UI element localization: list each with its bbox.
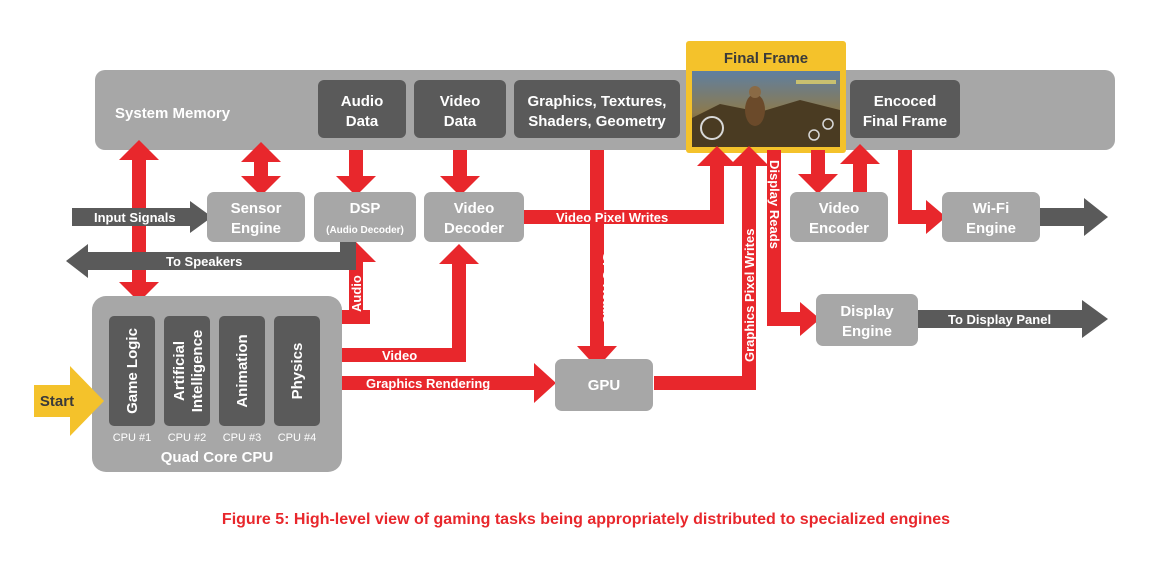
svg-text:Display: Display [840,303,894,320]
cpu-core-2-id: CPU #2 [168,432,207,444]
final-frame-block: Final Frame [686,41,846,153]
svg-text:Final Frame: Final Frame [724,50,808,67]
cpu-core-2-task-line1: Artificial [171,341,188,401]
svg-text:Wi-Fi: Wi-Fi [973,200,1010,217]
graphics-pixel-writes-label: Graphics Pixel Writes [742,229,757,362]
cpu-core-2 [164,316,210,426]
svg-text:Audio: Audio [341,93,384,110]
cpu-core-4 [274,316,320,426]
video-encoder-engine: Video Encoder [790,192,888,242]
graphics-rendering-label: Graphics Rendering [366,376,490,391]
cpu-core-3-id: CPU #3 [223,432,262,444]
gpu-engine: GPU [555,359,653,411]
display-reads-label: Display Reads [767,160,782,249]
gpu-reads-label: GPU Reads [600,252,615,323]
graphics-rendering-arrowhead [534,363,556,403]
system-memory-label: System Memory [115,105,231,122]
encoded-to-wifi-arrowhead [926,200,946,234]
to-display-panel-arrow [916,310,1084,328]
svg-text:Engine: Engine [966,220,1016,237]
cpu-core-4-id: CPU #4 [278,432,317,444]
game-screenshot-thumbnail [692,71,840,147]
audio-flow-label: Audio [349,275,364,312]
wifi-out-arrow [1040,208,1086,226]
input-signals-label: Input Signals [94,210,176,225]
svg-text:DSP: DSP [350,200,381,217]
svg-text:Quad Core CPU: Quad Core CPU [161,449,274,466]
cpu-core-1-id: CPU #1 [113,432,152,444]
wifi-engine: Wi-Fi Engine [942,192,1040,242]
svg-text:Video: Video [819,200,860,217]
video-pixel-writes-label: Video Pixel Writes [556,210,668,225]
video-decoder-engine: Video Decoder [424,192,524,242]
figure-caption: Figure 5: High-level view of gaming task… [221,511,951,528]
gpu-reads-arrow [577,346,617,368]
to-display-panel-label: To Display Panel [948,312,1051,327]
svg-text:Engine: Engine [231,220,281,237]
display-engine: Display Engine [816,294,918,346]
frame-to-encoder-arrow [798,174,838,194]
audio-data-block: Audio Data [318,80,406,138]
cpu-core-3-task: Animation [234,334,251,407]
start-arrow: Start [34,366,104,436]
memory-sensor-arrow-down [241,176,281,196]
svg-text:Start: Start [40,393,74,410]
graphics-data-block: Graphics, Textures, Shaders, Geometry [514,80,680,138]
memory-sensor-arrow-up [241,142,281,162]
encoder-to-memory-arrow [840,144,880,164]
svg-text:Data: Data [444,113,477,130]
svg-text:Shaders, Geometry: Shaders, Geometry [528,113,666,130]
sensor-engine: Sensor Engine [207,192,305,242]
svg-text:(Audio Decoder): (Audio Decoder) [326,225,404,236]
input-signals-arrow [72,208,194,226]
svg-text:GPU: GPU [588,377,621,394]
video-flow-label: Video [382,348,417,363]
graphics-pixel-writes-arrowhead [729,146,769,166]
svg-text:Encoder: Encoder [809,220,869,237]
memory-cpu-arrow-down [119,282,159,302]
video-data-block: Video Data [414,80,506,138]
display-reads-arrowhead [800,302,820,336]
cpu-core-4-task: Physics [289,343,306,400]
quad-core-cpu: Quad Core CPU Game Logic CPU #1 Artifici… [92,296,342,472]
svg-text:Final Frame: Final Frame [863,113,947,130]
memory-cpu-arrow-up [119,140,159,160]
to-speakers-label: To Speakers [166,254,242,269]
svg-text:Decoder: Decoder [444,220,504,237]
svg-text:Encoced: Encoced [874,93,937,110]
gray-arrows [66,198,1108,338]
svg-text:Engine: Engine [842,323,892,340]
video-data-to-decoder-arrow [440,176,480,196]
dsp-engine: DSP (Audio Decoder) [314,192,416,242]
encoded-final-frame-block: Encoced Final Frame [850,80,960,138]
to-speakers-arrow [84,252,356,270]
cpu-core-1-task: Game Logic [124,328,141,414]
cpu-core-1 [109,316,155,426]
svg-text:Sensor: Sensor [231,200,282,217]
svg-text:Video: Video [454,200,495,217]
video-pixel-writes-arrowhead [697,146,737,166]
cpu-core-3 [219,316,265,426]
svg-text:Graphics, Textures,: Graphics, Textures, [528,93,667,110]
audio-data-to-dsp-arrow [336,176,376,196]
cpu-core-2-task-line2: Intelligence [189,330,206,413]
svg-text:Data: Data [346,113,379,130]
svg-text:Video: Video [440,93,481,110]
cpu-to-decoder-video-arrowhead [439,244,479,264]
